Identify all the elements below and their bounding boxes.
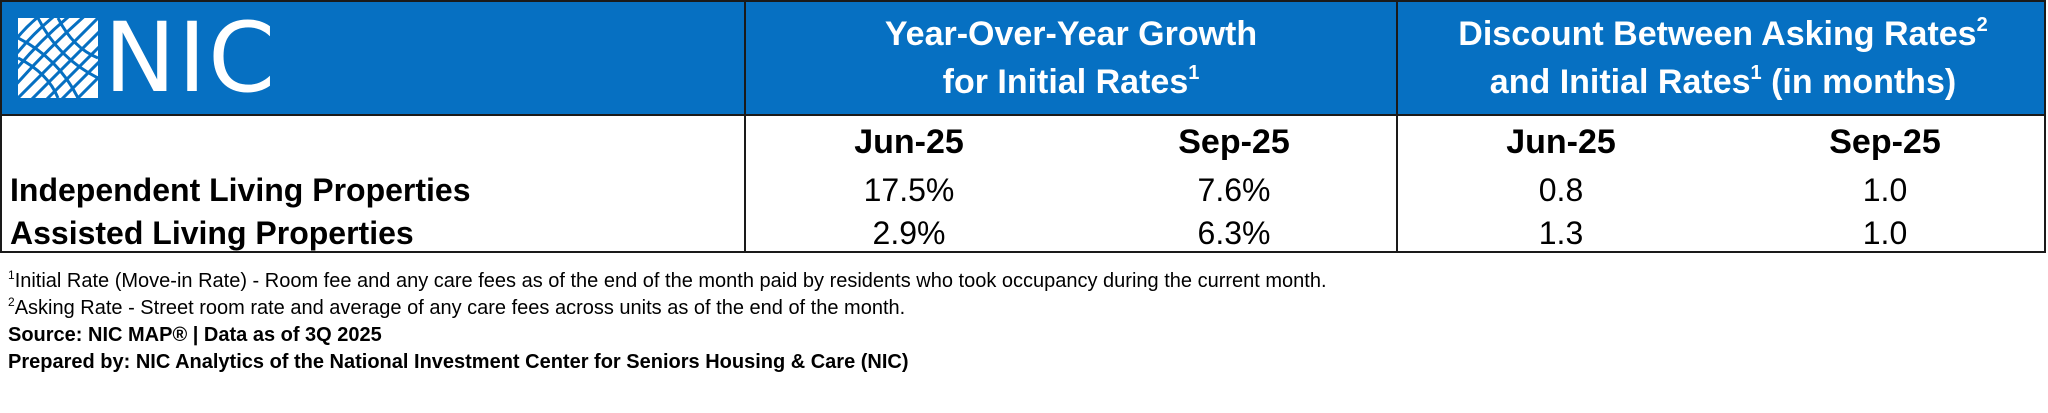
nic-globe-icon: [18, 18, 98, 98]
nic-logo: NIC: [18, 2, 278, 114]
header-discount-line1: Discount Between Asking Rates2: [1458, 14, 1988, 53]
cell-al-yoy-jun25: 2.9%: [872, 215, 946, 251]
row-label-assisted-living: Assisted Living Properties: [10, 215, 414, 251]
header-yoy-line1: Year-Over-Year Growth: [884, 15, 1258, 53]
cell-il-yoy-jun25: 17.5%: [863, 172, 955, 208]
header-divider: [1396, 2, 1398, 116]
row-label-independent-living: Independent Living Properties: [10, 172, 471, 208]
subheader-discount-jun25: Jun-25: [1506, 123, 1616, 161]
header-yoy-growth: Year-Over-Year Growth for Initial Rates1: [746, 2, 1396, 114]
nic-logo-text: NIC: [104, 2, 278, 114]
cell-al-discount-jun25: 1.3: [1538, 215, 1584, 251]
footnotes: 1Initial Rate (Move-in Rate) - Room fee …: [8, 268, 1327, 376]
cell-il-discount-sep25: 1.0: [1862, 172, 1908, 208]
column-divider: [744, 116, 746, 253]
subheader-yoy-sep25: Sep-25: [1178, 123, 1290, 161]
table-header-band: NIC Year-Over-Year Growth for Initial Ra…: [2, 2, 2044, 116]
cell-al-yoy-sep25: 6.3%: [1197, 215, 1271, 251]
footnote-initial-rate: 1Initial Rate (Move-in Rate) - Room fee …: [8, 268, 1327, 292]
prepared-by-line: Prepared by: NIC Analytics of the Nation…: [8, 351, 909, 373]
cell-il-yoy-sep25: 7.6%: [1197, 172, 1271, 208]
header-discount: Discount Between Asking Rates2 and Initi…: [1398, 2, 2048, 114]
subheader-yoy-jun25: Jun-25: [854, 123, 964, 161]
header-yoy-line2: for Initial Rates1: [942, 62, 1200, 101]
cell-il-discount-jun25: 0.8: [1538, 172, 1584, 208]
footnote-asking-rate: 2Asking Rate - Street room rate and aver…: [8, 295, 906, 319]
column-divider: [1396, 116, 1398, 253]
header-divider: [744, 2, 746, 116]
subheader-discount-sep25: Sep-25: [1829, 123, 1941, 161]
cell-al-discount-sep25: 1.0: [1862, 215, 1908, 251]
source-line: Source: NIC MAP® | Data as of 3Q 2025: [8, 324, 382, 346]
header-discount-line2: and Initial Rates1 (in months): [1489, 62, 1957, 101]
rates-table: NIC Year-Over-Year Growth for Initial Ra…: [0, 0, 2046, 253]
